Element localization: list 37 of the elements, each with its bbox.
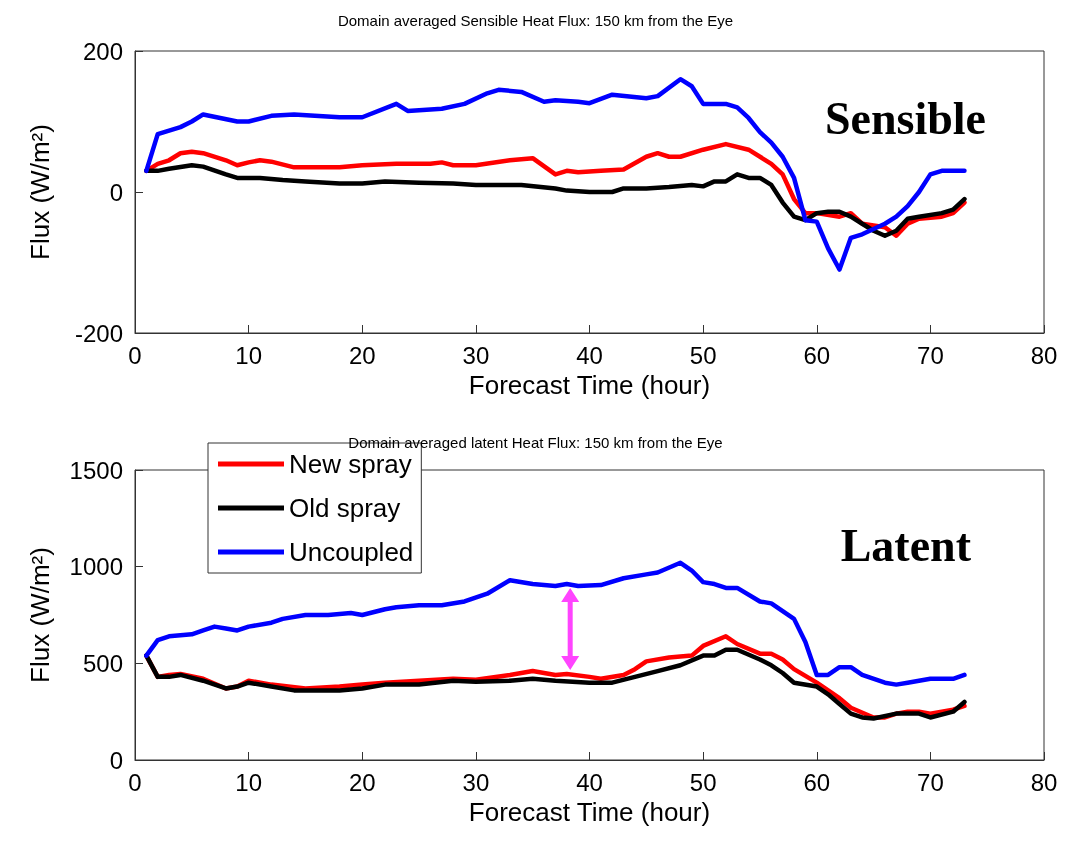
x-tick-label: 0 [128, 341, 142, 369]
chart-title: Domain averaged latent Heat Flux: 150 km from the Eye [348, 434, 723, 451]
x-tick-label: 50 [689, 768, 717, 796]
legend-label: New spray [289, 449, 412, 479]
y-tick-label: 0 [109, 746, 123, 774]
x-tick-label: 80 [1030, 768, 1058, 796]
y-axis-title: Flux (W/m²) [25, 124, 55, 260]
annotation: Latent [840, 519, 972, 571]
x-tick-label: 10 [235, 768, 262, 796]
chart-title: Domain averaged Sensible Heat Flux: 150 km from the Eye [337, 12, 734, 29]
y-tick-label: 0 [109, 178, 123, 206]
x-tick-label: 50 [689, 341, 717, 369]
y-tick-label: -200 [74, 319, 123, 347]
x-tick-label: 60 [803, 341, 831, 369]
x-tick-label: 70 [917, 768, 944, 796]
x-axis-title: Forecast Time (hour) [468, 796, 711, 827]
y-tick-label: 1000 [69, 553, 123, 581]
y-tick-label: 200 [82, 37, 123, 65]
x-tick-label: 10 [235, 341, 262, 369]
x-tick-label: 40 [576, 341, 603, 369]
x-tick-label: 20 [348, 341, 376, 369]
legend-label: Old spray [289, 493, 401, 523]
x-tick-label: 0 [128, 768, 142, 796]
y-tick-label: 500 [82, 649, 123, 677]
x-tick-label: 40 [576, 768, 603, 796]
x-tick-label: 30 [462, 768, 490, 796]
x-axis-title: Forecast Time (hour) [468, 369, 711, 400]
legend-label: Uncoupled [289, 537, 414, 567]
annotation: Sensible [824, 92, 986, 144]
x-tick-label: 70 [917, 341, 944, 369]
x-tick-label: 80 [1030, 341, 1058, 369]
y-axis-title: Flux (W/m²) [25, 547, 55, 683]
x-tick-label: 20 [348, 768, 376, 796]
x-tick-label: 60 [803, 768, 831, 796]
line-series [144, 647, 967, 721]
y-tick-label: 1500 [69, 456, 123, 484]
x-tick-label: 30 [462, 341, 490, 369]
